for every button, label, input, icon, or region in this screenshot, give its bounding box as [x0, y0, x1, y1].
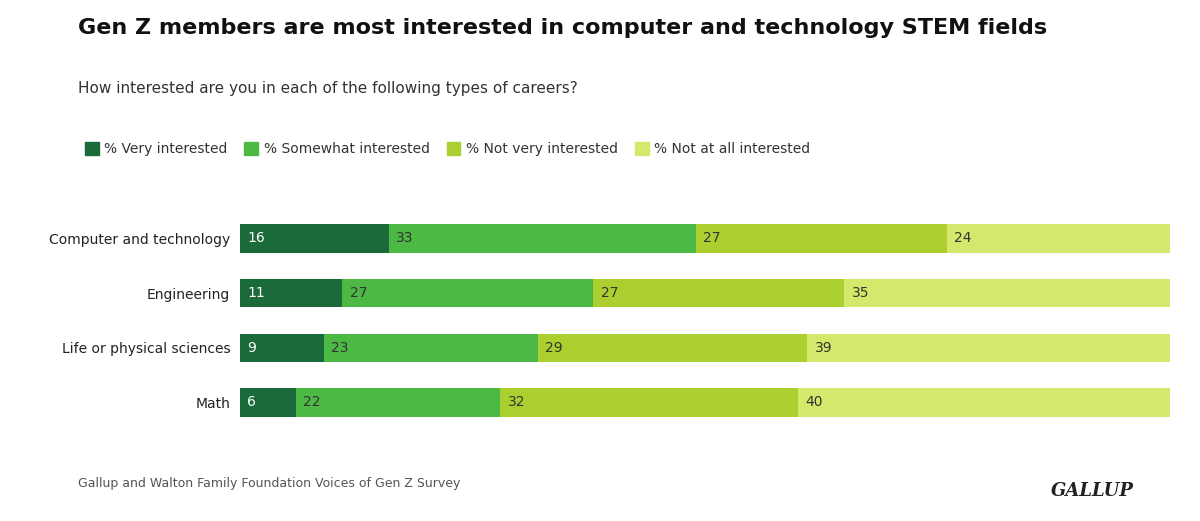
- Bar: [845, 279, 1170, 307]
- Bar: [947, 224, 1170, 253]
- Legend: % Very interested, % Somewhat interested, % Not very interested, % Not at all in: % Very interested, % Somewhat interested…: [85, 142, 810, 156]
- Text: 9: 9: [247, 341, 257, 355]
- Bar: [240, 388, 295, 417]
- Bar: [808, 333, 1170, 362]
- Text: 24: 24: [954, 231, 972, 245]
- Bar: [240, 279, 342, 307]
- Bar: [389, 224, 696, 253]
- Text: 27: 27: [601, 286, 618, 300]
- Bar: [240, 224, 389, 253]
- Text: 11: 11: [247, 286, 265, 300]
- Text: 16: 16: [247, 231, 265, 245]
- Text: 23: 23: [331, 341, 349, 355]
- Text: 32: 32: [508, 395, 526, 410]
- Bar: [295, 388, 500, 417]
- Bar: [324, 333, 538, 362]
- Bar: [696, 224, 947, 253]
- Text: Gen Z members are most interested in computer and technology STEM fields: Gen Z members are most interested in com…: [78, 18, 1048, 38]
- Text: 6: 6: [247, 395, 257, 410]
- Bar: [240, 333, 324, 362]
- Text: 22: 22: [304, 395, 320, 410]
- Text: Gallup and Walton Family Foundation Voices of Gen Z Survey: Gallup and Walton Family Foundation Voic…: [78, 477, 461, 490]
- Bar: [798, 388, 1170, 417]
- Bar: [342, 279, 593, 307]
- Text: GALLUP: GALLUP: [1051, 482, 1134, 500]
- Text: How interested are you in each of the following types of careers?: How interested are you in each of the fo…: [78, 81, 577, 96]
- Text: 40: 40: [805, 395, 823, 410]
- Text: 33: 33: [396, 231, 414, 245]
- Bar: [500, 388, 798, 417]
- Text: 35: 35: [852, 286, 870, 300]
- Text: 39: 39: [815, 341, 833, 355]
- Text: 29: 29: [545, 341, 563, 355]
- Bar: [538, 333, 808, 362]
- Bar: [593, 279, 845, 307]
- Text: 27: 27: [349, 286, 367, 300]
- Text: 27: 27: [703, 231, 721, 245]
